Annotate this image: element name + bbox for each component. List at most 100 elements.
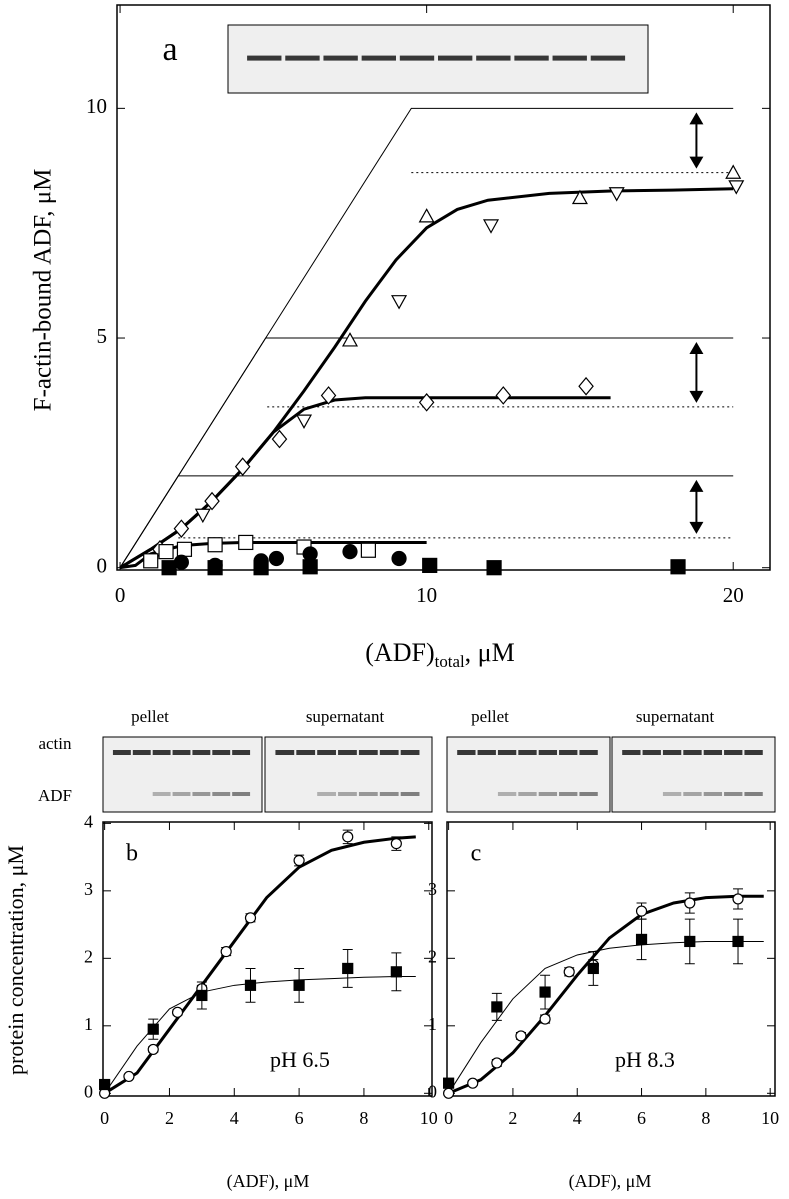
gel-band [477, 750, 496, 755]
gel-band [642, 750, 661, 755]
gel-image [446, 736, 611, 813]
marker [302, 546, 318, 562]
x-axis-label-main: (ADF) [365, 638, 434, 667]
thick-line [119, 187, 734, 569]
marker [244, 979, 257, 991]
marker [725, 164, 742, 179]
gel-band [622, 750, 641, 755]
gel-band [538, 750, 558, 755]
plot-frame [446, 821, 776, 1097]
gel-band [703, 792, 723, 796]
gel-band [744, 750, 763, 755]
marker [220, 945, 232, 958]
gel-label: supernatant [636, 707, 715, 726]
gel-band [132, 750, 151, 755]
marker [176, 541, 193, 557]
marker [173, 519, 190, 538]
panel-label: a [162, 31, 177, 68]
marker [147, 1023, 159, 1035]
gel-band [497, 750, 517, 755]
gel-band [538, 792, 558, 796]
marker [670, 559, 686, 575]
y-tick-label: 0 [97, 554, 108, 578]
marker [295, 414, 313, 429]
plot-frame [116, 4, 771, 571]
gel-band [212, 750, 231, 755]
x-axis-label-unit: , μM [617, 1171, 652, 1191]
gel-band [518, 750, 537, 755]
marker [293, 979, 305, 991]
marker [515, 1030, 527, 1042]
gel-band [338, 792, 357, 796]
marker [234, 457, 251, 476]
y-tick-label: 5 [97, 324, 108, 348]
x-tick-label: 8 [701, 1108, 710, 1128]
x-axis-label: (ADF)total, μM [365, 638, 514, 671]
marker [244, 912, 257, 924]
gel-band [172, 750, 191, 755]
plot-frame [102, 821, 433, 1097]
x-tick-label: 10 [416, 583, 437, 607]
gel-band [559, 792, 578, 796]
gel-band [559, 750, 578, 755]
gel-band [112, 750, 131, 755]
gel-band [317, 750, 336, 755]
y-tick-label: 2 [84, 946, 93, 966]
marker [539, 986, 551, 998]
gel-band [438, 55, 473, 61]
marker [587, 962, 599, 975]
marker [732, 893, 744, 905]
marker [482, 219, 500, 234]
marker [443, 1077, 455, 1089]
gel-band [590, 55, 626, 61]
x-tick-label: 2 [508, 1108, 517, 1128]
gel-band [400, 792, 420, 796]
x-tick-label: 0 [115, 583, 126, 607]
gel-band [152, 792, 171, 796]
panel-label: c [471, 841, 482, 867]
gel-label: supernatant [306, 707, 385, 726]
marker [342, 544, 358, 560]
gel-band [379, 792, 399, 796]
thin-line [119, 337, 734, 568]
marker [422, 557, 438, 574]
x-axis-label-sub: total [435, 652, 465, 671]
x-axis-label-main: (ADF) [569, 1171, 617, 1192]
lane-label: ADF [38, 786, 72, 805]
y-tick-label: 4 [84, 811, 93, 831]
marker [171, 1006, 184, 1018]
gel-band [358, 792, 378, 796]
marker [491, 1001, 503, 1013]
x-tick-label: 6 [295, 1108, 304, 1128]
marker [342, 962, 354, 975]
gel-band [323, 55, 358, 61]
marker [123, 1070, 135, 1083]
marker [360, 542, 376, 558]
gel-band [232, 750, 251, 755]
x-tick-label: 4 [573, 1108, 582, 1128]
gel-band [579, 750, 598, 755]
marker [207, 537, 223, 553]
gel-label: pellet [471, 707, 509, 726]
gel-band [338, 750, 357, 755]
marker [635, 905, 648, 917]
gel-band [457, 750, 476, 755]
gel-band [497, 792, 517, 796]
marker [571, 189, 588, 205]
gel-image [102, 736, 263, 813]
marker [491, 1057, 503, 1069]
marker [684, 897, 696, 909]
marker [728, 180, 745, 195]
gel-band [552, 55, 587, 61]
gel-band [285, 55, 320, 61]
x-tick-label: 4 [230, 1108, 239, 1128]
gel-band [703, 750, 723, 755]
gel-band [247, 55, 282, 61]
marker [635, 933, 648, 946]
x-axis-label-main: (ADF) [227, 1171, 275, 1192]
gel-band [275, 750, 295, 755]
marker [391, 295, 408, 310]
marker [390, 837, 402, 850]
arrow-head [689, 479, 704, 534]
marker [495, 386, 512, 405]
